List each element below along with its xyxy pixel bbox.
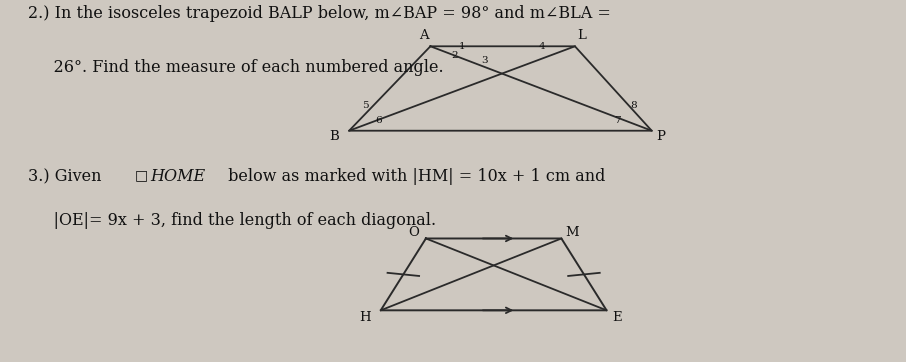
Text: 3.) Given: 3.) Given (28, 168, 107, 185)
Text: 1: 1 (458, 42, 466, 51)
Text: A: A (419, 29, 429, 42)
Text: 2.) In the isosceles trapezoid BALP below, m∠BAP = 98° and m∠BLA =: 2.) In the isosceles trapezoid BALP belo… (28, 5, 612, 22)
Text: 4: 4 (538, 42, 545, 51)
Text: 6: 6 (376, 116, 382, 125)
Text: 2: 2 (451, 51, 458, 60)
Text: |OE|= 9x + 3, find the length of each diagonal.: |OE|= 9x + 3, find the length of each di… (28, 211, 437, 228)
Text: L: L (578, 29, 586, 42)
Text: B: B (329, 130, 339, 143)
Text: 3: 3 (481, 56, 488, 65)
Text: 8: 8 (631, 101, 637, 110)
Text: M: M (565, 226, 579, 239)
Text: H: H (360, 311, 371, 324)
Text: □: □ (135, 168, 149, 182)
Text: HOME: HOME (150, 168, 206, 185)
Text: E: E (612, 311, 622, 324)
Text: 5: 5 (362, 101, 369, 110)
Text: P: P (656, 130, 665, 143)
Text: 26°. Find the measure of each numbered angle.: 26°. Find the measure of each numbered a… (28, 59, 444, 76)
Text: 7: 7 (614, 116, 621, 125)
Text: O: O (408, 226, 419, 239)
Text: below as marked with |HM| = 10x + 1 cm and: below as marked with |HM| = 10x + 1 cm a… (223, 168, 605, 185)
